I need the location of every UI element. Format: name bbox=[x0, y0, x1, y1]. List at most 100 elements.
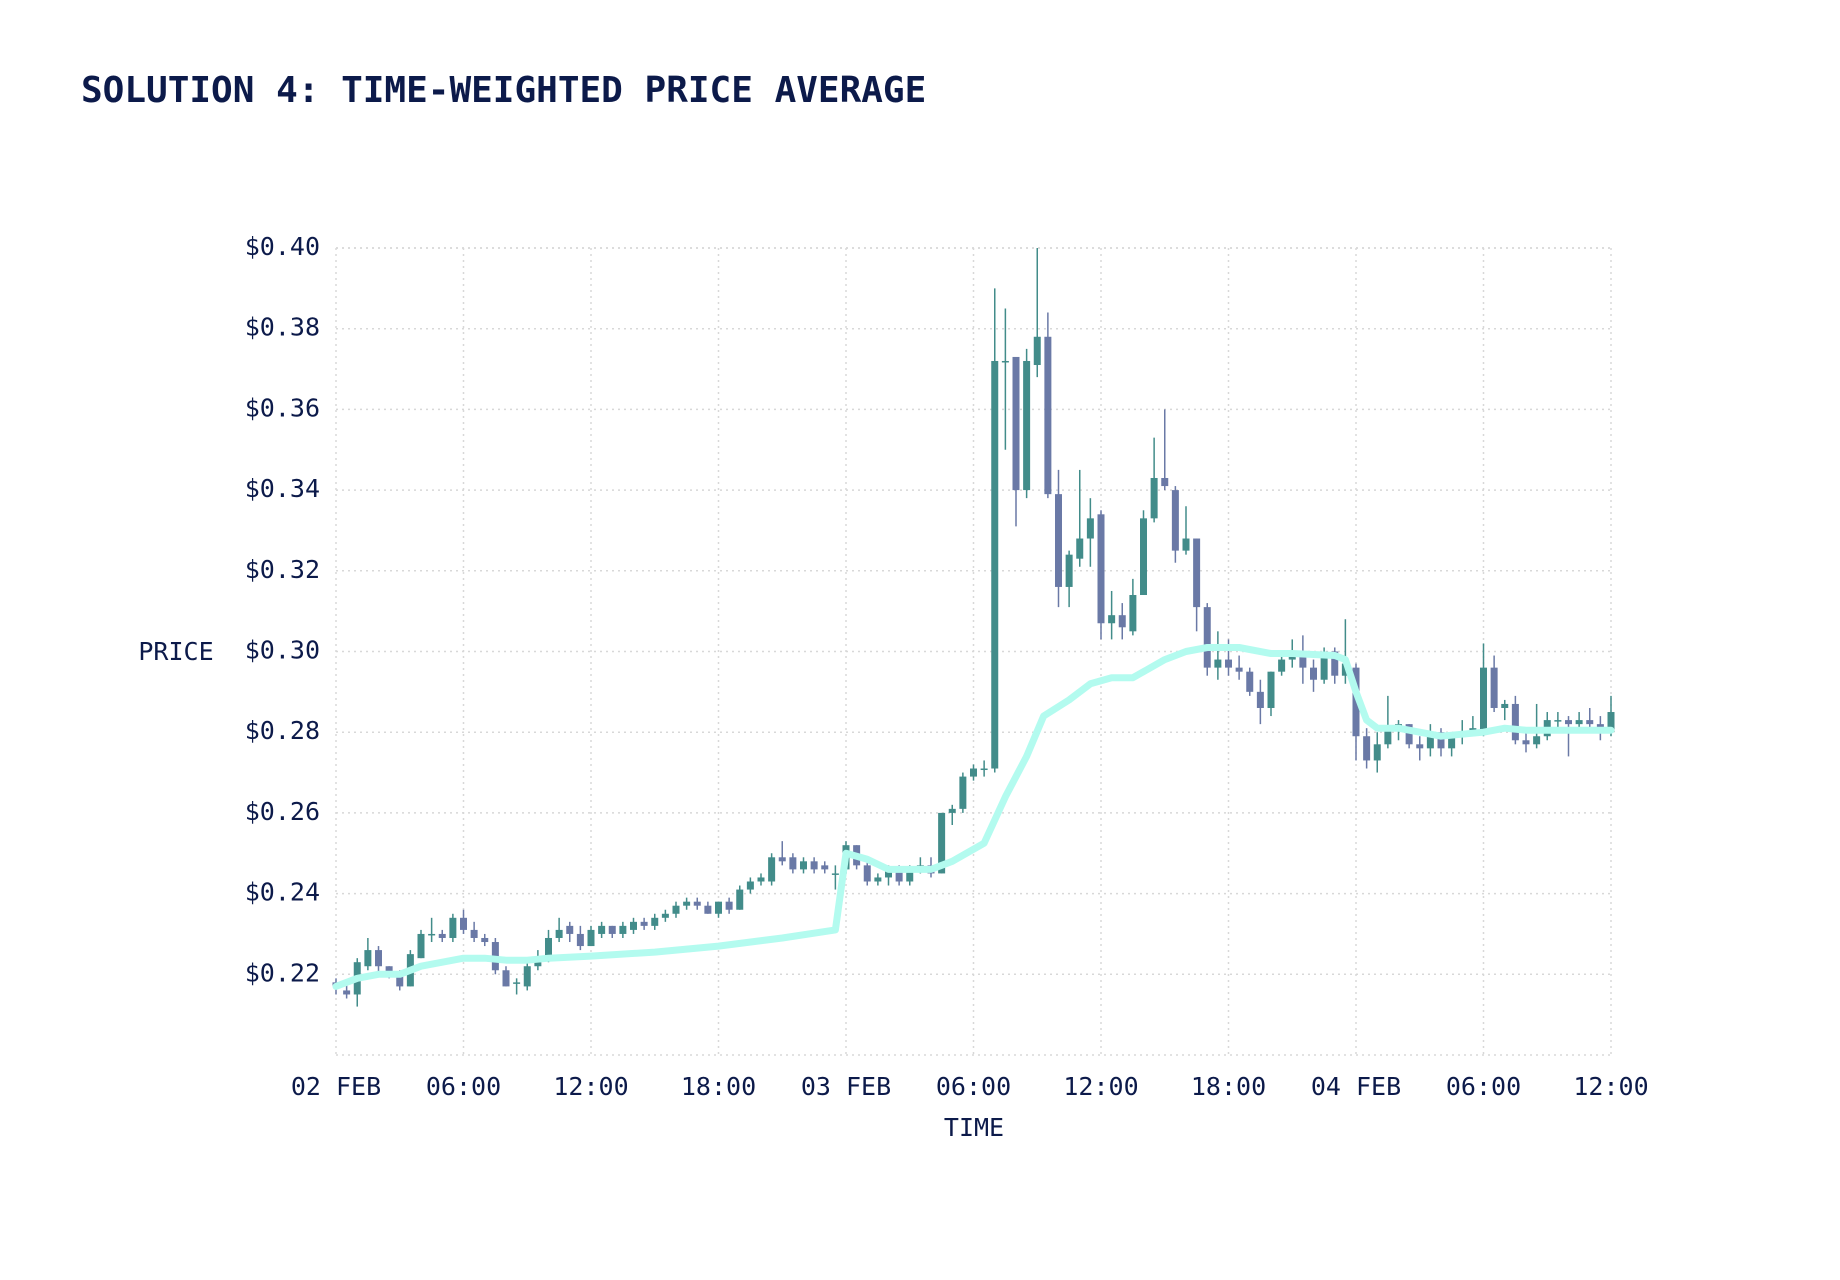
candle-body bbox=[1055, 494, 1062, 587]
candle-body bbox=[1533, 736, 1541, 745]
candle-body bbox=[1522, 740, 1530, 745]
x-tick-label: 04 FEB bbox=[1311, 1072, 1401, 1101]
candle-body bbox=[1129, 595, 1137, 632]
candle-body bbox=[1310, 667, 1317, 680]
candle-body bbox=[789, 857, 797, 870]
candle-body bbox=[1565, 720, 1572, 725]
candle-body bbox=[1331, 651, 1339, 676]
candle-body bbox=[821, 865, 829, 870]
candle-body bbox=[1023, 360, 1031, 491]
candle-body bbox=[513, 982, 521, 984]
candle-body bbox=[1490, 667, 1498, 708]
candle-body bbox=[1235, 667, 1243, 672]
candle-body bbox=[810, 861, 818, 870]
candle-body bbox=[1214, 659, 1222, 668]
candle-body bbox=[959, 776, 967, 809]
y-tick-label: $0.26 bbox=[245, 797, 320, 826]
candle-body bbox=[1065, 554, 1073, 587]
candle-body bbox=[640, 921, 648, 926]
candle-body bbox=[1363, 736, 1371, 761]
x-tick-label: 06:00 bbox=[936, 1072, 1011, 1101]
candle-body bbox=[1405, 724, 1413, 745]
x-axis-label: TIME bbox=[944, 1113, 1004, 1142]
candle-body bbox=[863, 865, 871, 882]
candle-body bbox=[1501, 703, 1509, 708]
candle-body bbox=[736, 889, 744, 910]
y-tick-label: $0.32 bbox=[245, 555, 320, 584]
candle-body bbox=[1193, 538, 1201, 608]
y-tick-label: $0.24 bbox=[245, 878, 320, 907]
x-tick-label: 02 FEB bbox=[291, 1072, 381, 1101]
candle-body bbox=[746, 881, 754, 890]
candle-body bbox=[470, 929, 478, 938]
x-tick-label: 12:00 bbox=[553, 1072, 628, 1101]
y-tick-label: $0.40 bbox=[245, 232, 320, 261]
candle-body bbox=[576, 933, 584, 947]
candle-body bbox=[757, 877, 765, 882]
x-tick-label: 18:00 bbox=[1191, 1072, 1266, 1101]
candle-body bbox=[800, 861, 807, 870]
candle-body bbox=[1171, 490, 1179, 551]
candle-body bbox=[1203, 607, 1211, 668]
candle-body bbox=[874, 877, 882, 882]
y-axis-label: PRICE bbox=[138, 637, 213, 666]
candle-body bbox=[683, 901, 691, 906]
candle-body bbox=[1076, 538, 1084, 559]
candle-body bbox=[980, 768, 988, 771]
candle-body bbox=[725, 901, 733, 910]
y-tick-label: $0.36 bbox=[245, 393, 320, 422]
candle-body bbox=[502, 970, 510, 987]
candle-body bbox=[885, 869, 892, 878]
candle-body bbox=[481, 937, 489, 943]
candle-body bbox=[1225, 659, 1232, 668]
candle-body bbox=[417, 933, 425, 959]
candle-body bbox=[948, 808, 956, 813]
candle-body bbox=[778, 857, 786, 862]
x-tick-label: 03 FEB bbox=[801, 1072, 891, 1101]
y-tick-label: $0.30 bbox=[245, 636, 320, 665]
chart-title: SOLUTION 4: TIME-WEIGHTED PRICE AVERAGE bbox=[81, 70, 926, 111]
candle-body bbox=[715, 901, 722, 914]
candle-body bbox=[1480, 667, 1487, 733]
candle-body bbox=[1448, 736, 1456, 749]
candle-body bbox=[1586, 720, 1594, 725]
candle-body bbox=[651, 917, 659, 926]
candle-body bbox=[1150, 477, 1158, 519]
candle-body bbox=[831, 873, 839, 875]
candle-body bbox=[1118, 615, 1126, 628]
candle-body bbox=[428, 933, 436, 936]
candle-body bbox=[1256, 691, 1264, 708]
candle-body bbox=[1511, 703, 1519, 741]
candle-body bbox=[1554, 720, 1562, 722]
candle-body bbox=[364, 950, 372, 967]
candle-body bbox=[1426, 732, 1434, 749]
candle-body bbox=[1384, 728, 1392, 745]
y-tick-label: $0.34 bbox=[245, 474, 320, 503]
candle-body bbox=[970, 768, 977, 777]
candle-body bbox=[1108, 615, 1116, 624]
candle-body bbox=[1044, 336, 1052, 495]
y-tick-label: $0.38 bbox=[245, 313, 320, 342]
candle-body bbox=[1267, 671, 1275, 708]
candle-body bbox=[704, 905, 712, 914]
x-tick-label: 18:00 bbox=[681, 1072, 756, 1101]
candle-body bbox=[523, 966, 531, 987]
candle-body bbox=[1596, 724, 1604, 729]
candle-body bbox=[938, 812, 946, 874]
candle-body bbox=[587, 929, 595, 947]
candle-body bbox=[1246, 671, 1254, 692]
candle-body bbox=[693, 901, 701, 906]
candle-body bbox=[1437, 732, 1445, 749]
candle-body bbox=[619, 925, 627, 934]
candle-body bbox=[1097, 514, 1105, 624]
candle-body bbox=[449, 917, 457, 938]
candle-body bbox=[598, 925, 606, 934]
candle-body bbox=[1033, 336, 1041, 366]
candle-body bbox=[566, 925, 574, 934]
candle-body bbox=[1161, 477, 1169, 487]
candle-body bbox=[534, 962, 542, 967]
candle-body bbox=[630, 921, 637, 930]
candle-body bbox=[1607, 712, 1615, 733]
candle-body bbox=[906, 869, 914, 882]
candle-body bbox=[661, 913, 669, 918]
